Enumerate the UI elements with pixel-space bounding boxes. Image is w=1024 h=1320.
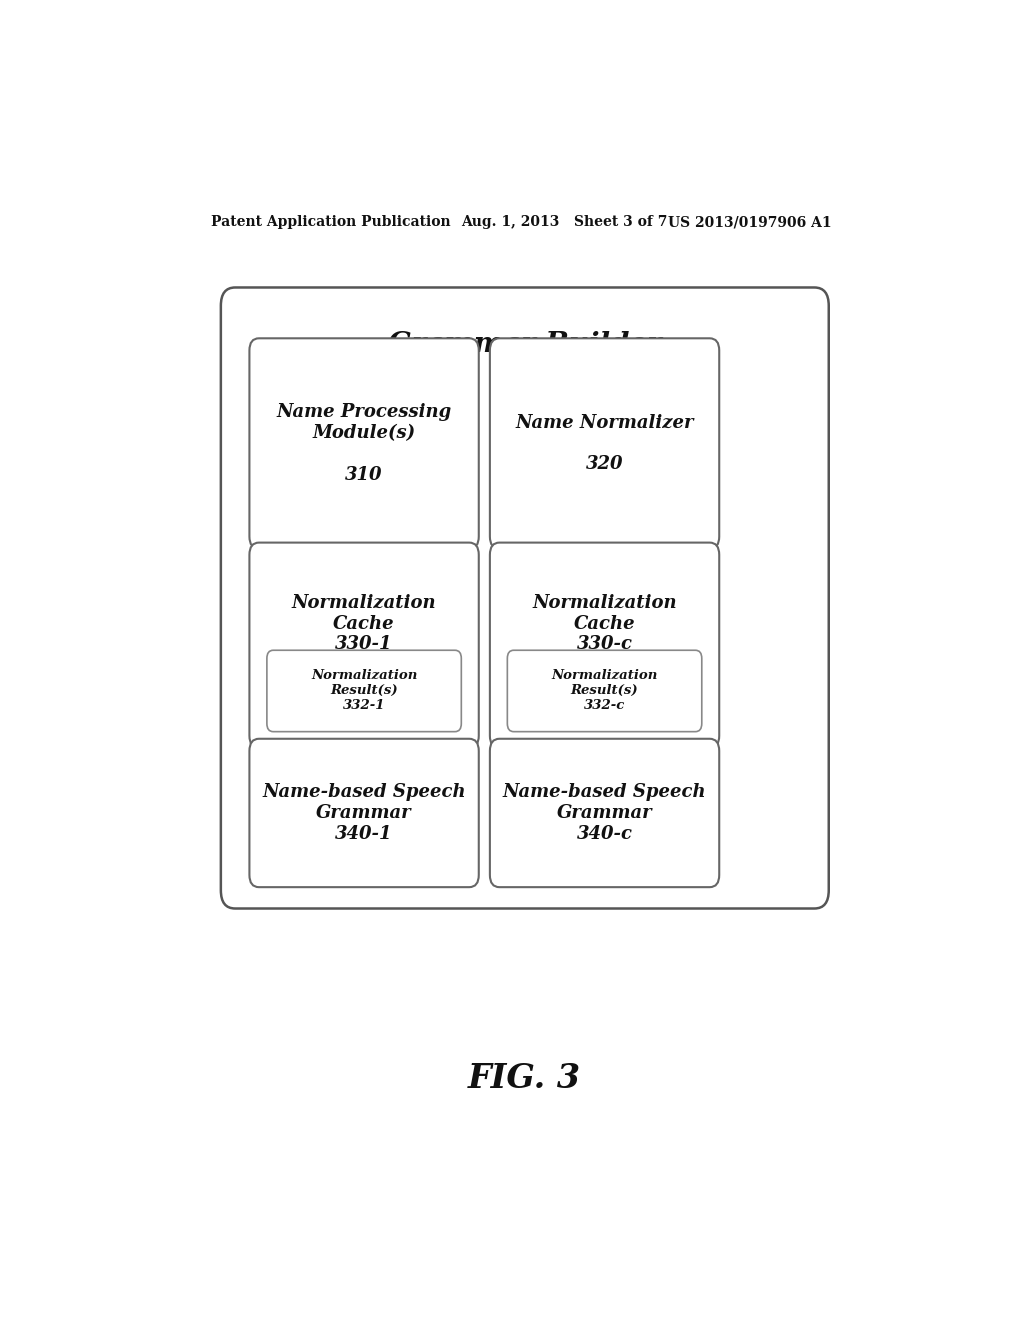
Text: Aug. 1, 2013   Sheet 3 of 7: Aug. 1, 2013 Sheet 3 of 7 xyxy=(461,215,668,230)
Text: Normalization
Cache
330-1: Normalization Cache 330-1 xyxy=(292,594,436,653)
Text: Patent Application Publication: Patent Application Publication xyxy=(211,215,451,230)
Text: Name Normalizer

320: Name Normalizer 320 xyxy=(515,413,694,474)
FancyBboxPatch shape xyxy=(267,651,461,731)
FancyBboxPatch shape xyxy=(507,651,701,731)
FancyBboxPatch shape xyxy=(250,543,479,748)
Text: Name-based Speech
Grammar
340-1: Name-based Speech Grammar 340-1 xyxy=(262,783,466,842)
Text: Grammar Builder: Grammar Builder xyxy=(388,331,662,358)
FancyBboxPatch shape xyxy=(489,338,719,549)
FancyBboxPatch shape xyxy=(221,288,828,908)
FancyBboxPatch shape xyxy=(250,739,479,887)
Text: US 2013/0197906 A1: US 2013/0197906 A1 xyxy=(668,215,831,230)
Text: Name Processing
Module(s)

310: Name Processing Module(s) 310 xyxy=(276,404,452,483)
Text: Normalization
Cache
330-c: Normalization Cache 330-c xyxy=(532,594,677,653)
Text: FIG. 3: FIG. 3 xyxy=(468,1061,582,1094)
FancyBboxPatch shape xyxy=(250,338,479,549)
FancyBboxPatch shape xyxy=(489,543,719,748)
Text: Normalization
Result(s)
332-c: Normalization Result(s) 332-c xyxy=(551,669,657,713)
FancyBboxPatch shape xyxy=(489,739,719,887)
Text: Normalization
Result(s)
332-1: Normalization Result(s) 332-1 xyxy=(311,669,418,713)
Text: Name-based Speech
Grammar
340-c: Name-based Speech Grammar 340-c xyxy=(503,783,707,842)
Text: 300: 300 xyxy=(499,391,551,414)
